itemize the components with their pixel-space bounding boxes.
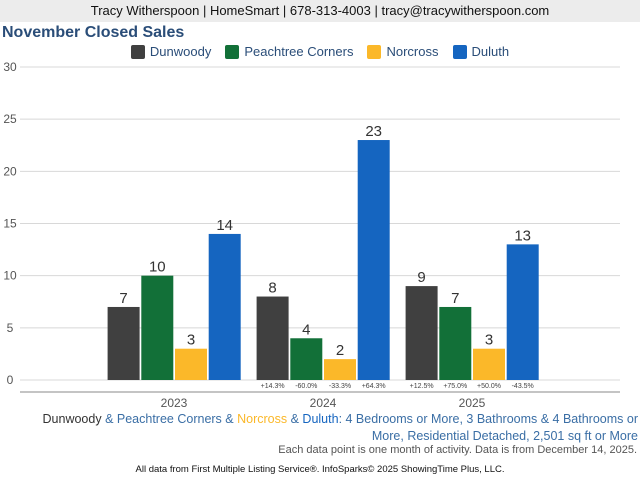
source-note: All data from First Multiple Listing Ser… bbox=[135, 464, 505, 475]
x-tick-label: 2025 bbox=[459, 396, 486, 410]
bar-dunwoody[interactable] bbox=[256, 296, 289, 380]
legend-label: Duluth bbox=[471, 44, 510, 59]
bar-duluth[interactable] bbox=[506, 244, 539, 380]
change-label: +14.3% bbox=[261, 383, 285, 390]
agent-header: Tracy Witherspoon | HomeSmart | 678-313-… bbox=[0, 0, 640, 22]
legend-item-norcross[interactable]: Norcross bbox=[367, 44, 439, 59]
y-tick-label: 0 bbox=[7, 373, 14, 387]
bar-duluth[interactable] bbox=[208, 233, 241, 380]
data-label: 4 bbox=[302, 321, 310, 338]
legend-label: Peachtree Corners bbox=[244, 44, 354, 59]
data-label: 7 bbox=[451, 290, 459, 307]
bar-dunwoody[interactable] bbox=[107, 306, 140, 380]
x-tick-label: 2023 bbox=[161, 396, 188, 410]
bar-duluth[interactable] bbox=[357, 140, 390, 380]
legend-swatch bbox=[452, 44, 467, 59]
legend-label: Norcross bbox=[386, 44, 439, 59]
bar-norcross[interactable] bbox=[175, 348, 207, 380]
legend-label: Dunwoody bbox=[149, 44, 212, 59]
bar-dunwoody[interactable] bbox=[405, 286, 438, 380]
data-label: 10 bbox=[149, 259, 166, 276]
bar-chart: 051015202530202371031420248+14.3%4-60.0%… bbox=[3, 60, 620, 410]
criteria-series: Dunwoody bbox=[42, 412, 102, 426]
criteria-text: Dunwoody & Peachtree Corners & Norcross … bbox=[38, 411, 638, 445]
data-label: 7 bbox=[119, 290, 127, 307]
legend-item-peachtree-corners[interactable]: Peachtree Corners bbox=[225, 44, 353, 59]
bar-norcross[interactable] bbox=[324, 359, 356, 380]
criteria-series: Norcross bbox=[237, 412, 288, 426]
sep: & bbox=[287, 412, 303, 426]
change-label: -60.0% bbox=[295, 383, 317, 390]
legend-item-dunwoody[interactable]: Dunwoody bbox=[130, 44, 212, 59]
criteria-series: Duluth bbox=[302, 412, 339, 426]
data-label: 3 bbox=[187, 332, 195, 349]
change-label: -33.3% bbox=[329, 383, 351, 390]
y-tick-label: 5 bbox=[7, 321, 14, 335]
data-label: 2 bbox=[336, 342, 344, 359]
change-label: -43.5% bbox=[512, 383, 534, 390]
bar-peachtree-corners[interactable] bbox=[141, 275, 174, 380]
change-label: +12.5% bbox=[410, 383, 434, 390]
x-tick-label: 2024 bbox=[310, 396, 337, 410]
data-label: 9 bbox=[417, 269, 425, 286]
legend-swatch bbox=[130, 44, 145, 59]
y-tick-label: 30 bbox=[3, 60, 17, 74]
legend: Dunwoody Peachtree Corners Norcross Dulu… bbox=[0, 44, 640, 59]
criteria-details: : 4 Bedrooms or More, 3 Bathrooms & 4 Ba… bbox=[338, 412, 638, 443]
y-tick-label: 25 bbox=[3, 112, 17, 126]
bar-peachtree-corners[interactable] bbox=[290, 338, 323, 380]
change-label: +50.0% bbox=[477, 383, 501, 390]
data-note: Each data point is one month of activity… bbox=[278, 444, 637, 456]
bar-norcross[interactable] bbox=[473, 348, 505, 380]
data-label: 3 bbox=[485, 332, 493, 349]
data-label: 13 bbox=[514, 227, 531, 244]
change-label: +64.3% bbox=[362, 383, 386, 390]
criteria-series: Peachtree Corners bbox=[116, 412, 222, 426]
change-label: +75.0% bbox=[443, 383, 467, 390]
sep: & bbox=[221, 412, 238, 426]
data-label: 23 bbox=[365, 123, 382, 140]
legend-swatch bbox=[367, 44, 382, 59]
legend-swatch bbox=[225, 44, 240, 59]
data-label: 14 bbox=[216, 217, 233, 234]
data-label: 8 bbox=[268, 280, 276, 297]
y-tick-label: 20 bbox=[3, 164, 17, 178]
legend-item-duluth[interactable]: Duluth bbox=[452, 44, 510, 59]
y-tick-label: 15 bbox=[3, 217, 17, 231]
y-tick-label: 10 bbox=[3, 269, 17, 283]
sep: & bbox=[101, 412, 117, 426]
chart-title: November Closed Sales bbox=[2, 24, 185, 41]
bar-peachtree-corners[interactable] bbox=[439, 306, 472, 380]
